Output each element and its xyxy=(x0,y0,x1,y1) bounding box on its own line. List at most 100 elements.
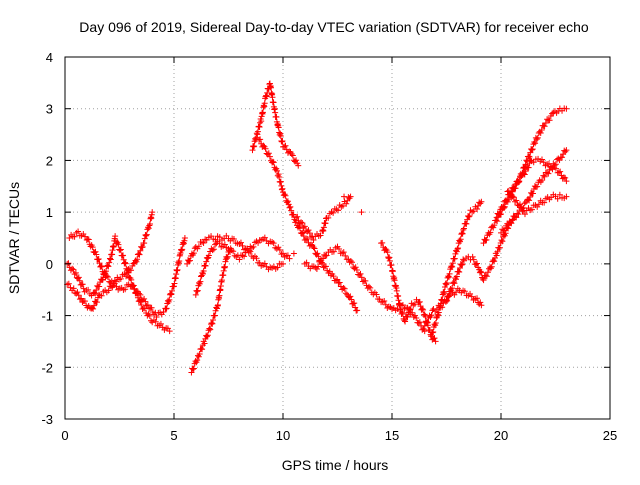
data-point xyxy=(181,237,188,244)
data-point xyxy=(256,123,263,130)
data-point xyxy=(446,270,453,277)
data-point xyxy=(325,214,332,221)
data-point xyxy=(287,203,294,210)
data-point xyxy=(529,190,536,197)
data-point xyxy=(562,174,569,181)
data-point xyxy=(320,224,327,231)
data-point xyxy=(190,365,197,372)
data-point xyxy=(450,279,457,286)
data-point xyxy=(416,319,423,326)
data-point xyxy=(385,255,392,262)
data-point xyxy=(441,288,448,295)
data-point xyxy=(166,296,173,303)
data-point xyxy=(556,191,563,198)
data-point xyxy=(93,251,100,258)
data-point xyxy=(563,178,570,185)
data-point xyxy=(278,182,285,189)
data-point xyxy=(510,194,517,201)
x-axis-label: GPS time / hours xyxy=(282,457,389,473)
data-point xyxy=(194,357,201,364)
data-point xyxy=(282,192,289,199)
data-point xyxy=(517,174,524,181)
data-point xyxy=(342,252,349,259)
data-point xyxy=(303,236,310,243)
series-trace-12 xyxy=(428,198,485,340)
data-point xyxy=(134,290,141,297)
data-point xyxy=(511,185,518,192)
data-point xyxy=(221,241,228,248)
data-point xyxy=(112,233,119,240)
data-point xyxy=(399,309,406,316)
data-point xyxy=(357,270,364,277)
data-point xyxy=(386,257,393,264)
data-point xyxy=(330,273,337,280)
data-point xyxy=(257,136,264,143)
data-point xyxy=(509,193,516,200)
data-point xyxy=(251,143,258,150)
data-point xyxy=(216,292,223,299)
data-point xyxy=(85,286,92,293)
data-point xyxy=(515,211,522,218)
data-point xyxy=(96,283,103,290)
data-point xyxy=(262,145,269,152)
data-point xyxy=(130,282,137,289)
data-point xyxy=(483,236,490,243)
data-point xyxy=(148,304,155,311)
data-point xyxy=(504,188,511,195)
data-point xyxy=(141,235,148,242)
data-point xyxy=(526,197,533,204)
axis-layer: 0 5 10 15 20 25 -3 -2 -1 0 1 2 3 4 xyxy=(41,50,617,443)
data-point xyxy=(347,293,354,300)
data-point xyxy=(137,247,144,254)
data-point xyxy=(504,196,511,203)
data-point xyxy=(277,133,284,140)
data-point xyxy=(563,105,570,112)
data-point xyxy=(239,242,246,249)
data-point xyxy=(353,267,360,274)
data-point xyxy=(75,228,82,235)
data-point xyxy=(401,317,408,324)
data-point xyxy=(261,234,268,241)
data-point xyxy=(250,243,257,250)
data-point xyxy=(522,161,529,168)
data-point xyxy=(432,338,439,345)
data-point xyxy=(341,285,348,292)
x-tick-label: 15 xyxy=(385,428,399,443)
data-point xyxy=(216,240,223,247)
data-point xyxy=(521,211,528,218)
data-point xyxy=(435,309,442,316)
data-point xyxy=(293,157,300,164)
data-point xyxy=(66,235,73,241)
data-point xyxy=(164,297,171,304)
data-point xyxy=(166,328,173,335)
data-point xyxy=(317,258,324,265)
data-point xyxy=(104,274,111,281)
series-trace-17 xyxy=(498,147,570,236)
data-point xyxy=(213,305,220,312)
data-point xyxy=(496,211,503,218)
data-point xyxy=(122,286,129,293)
data-point xyxy=(152,318,159,325)
data-point xyxy=(241,246,248,253)
data-point xyxy=(143,231,150,238)
data-point xyxy=(336,245,343,252)
data-point xyxy=(147,220,154,227)
data-point xyxy=(428,333,435,340)
data-point xyxy=(224,253,231,260)
series-isolated-points xyxy=(290,193,365,257)
y-tick-label: -3 xyxy=(41,412,53,427)
data-point xyxy=(348,296,355,303)
data-point xyxy=(168,291,175,298)
data-point xyxy=(207,326,214,333)
chart-title: Day 096 of 2019, Sidereal Day-to-day VTE… xyxy=(79,19,589,35)
data-point xyxy=(89,244,96,251)
x-tick-label: 20 xyxy=(494,428,508,443)
data-point xyxy=(289,152,296,159)
data-point xyxy=(276,131,283,138)
data-point xyxy=(263,93,270,100)
data-point xyxy=(122,260,129,267)
data-point xyxy=(209,247,216,254)
data-point xyxy=(525,164,532,171)
